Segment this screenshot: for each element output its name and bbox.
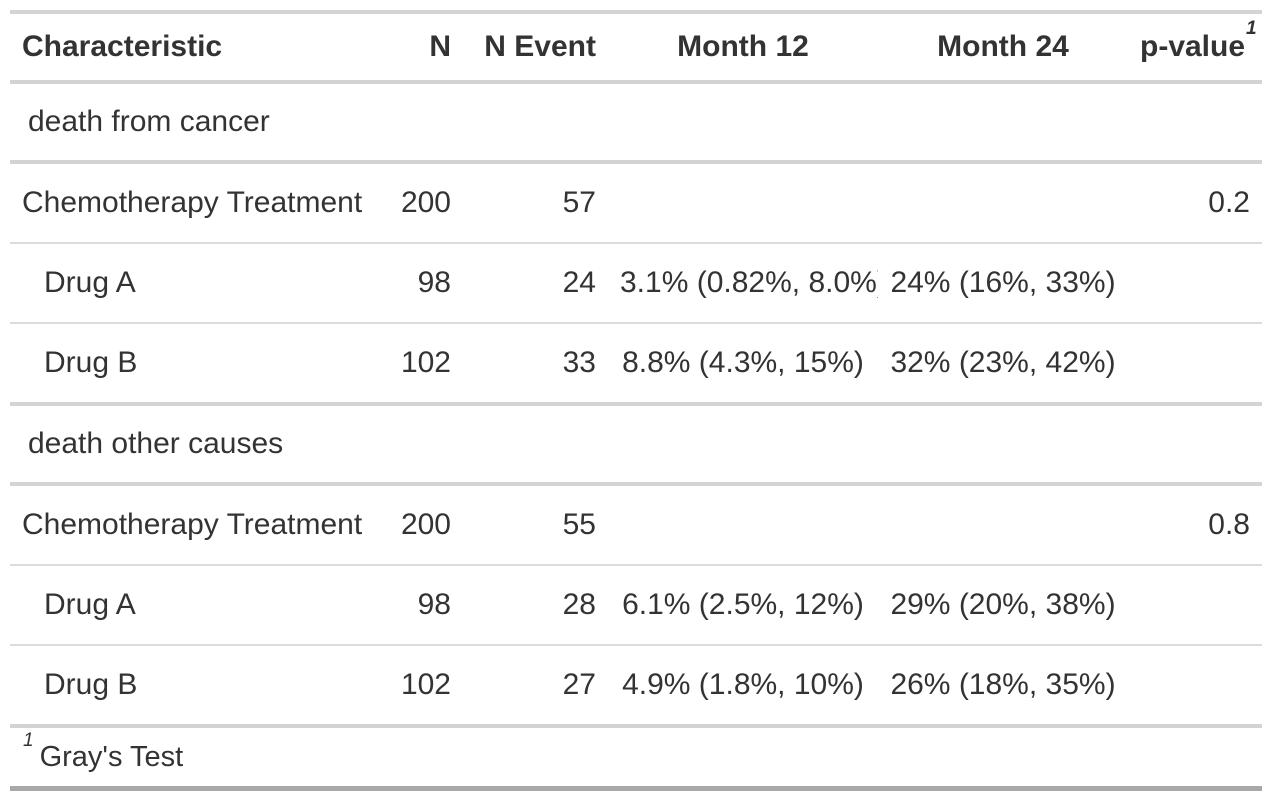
footnote-mark: 1 <box>1246 18 1257 39</box>
cell-month-12: 8.8% (4.3%, 15%) <box>622 346 864 379</box>
footnote-row: 1Gray's Test <box>10 726 1262 789</box>
table-body: death from cancer Chemotherapy Treatment… <box>10 82 1262 726</box>
column-header-p-value: p-value1 <box>1128 12 1262 82</box>
cell-p-value <box>1128 645 1262 726</box>
cell-n-event: 24 <box>562 266 596 299</box>
cell-n: 102 <box>400 346 451 379</box>
table-row: Drug A 98 28 6.1% (2.5%, 12%) 29% (20%, … <box>10 565 1262 645</box>
cell-n-event: 57 <box>562 186 596 219</box>
footnote: 1Gray's Test <box>10 726 1262 789</box>
column-header-n-event: N Event <box>484 30 596 63</box>
footnote-text: Gray's Test <box>39 741 184 773</box>
row-label: Chemotherapy Treatment <box>22 508 363 541</box>
group-row-death-from-cancer: death from cancer <box>10 82 1262 162</box>
cell-n-event: 55 <box>562 508 596 541</box>
table-row: Drug A 98 24 3.1% (0.82%, 8.0%) 24% (16%… <box>10 243 1262 323</box>
cell-month-24 <box>878 162 1128 243</box>
group-label: death from cancer <box>28 105 270 138</box>
column-header-month-12: Month 12 <box>677 30 809 63</box>
footnote-mark: 1 <box>23 730 34 752</box>
table-row: Chemotherapy Treatment 200 55 0.8 <box>10 484 1262 565</box>
cell-month-12 <box>608 162 878 243</box>
table-row: Chemotherapy Treatment 200 57 0.2 <box>10 162 1262 243</box>
table-row: Drug B 102 27 4.9% (1.8%, 10%) 26% (18%,… <box>10 645 1262 726</box>
row-label: Drug A <box>44 266 136 299</box>
cell-n-event: 28 <box>562 588 596 621</box>
header-row: Characteristic N N Event Month 12 Month … <box>10 12 1262 82</box>
column-header-characteristic: Characteristic <box>22 30 223 63</box>
cell-month-24: 32% (23%, 42%) <box>890 346 1116 379</box>
table-header: Characteristic N N Event Month 12 Month … <box>10 12 1262 82</box>
cell-month-12 <box>608 484 878 565</box>
cell-p-value: 0.8 <box>1208 508 1250 541</box>
cell-p-value <box>1128 565 1262 645</box>
cell-n-event: 33 <box>562 346 596 379</box>
cell-month-12: 6.1% (2.5%, 12%) <box>622 588 864 621</box>
row-label: Drug B <box>44 668 138 701</box>
cell-n: 200 <box>400 186 451 219</box>
cell-month-12: 3.1% (0.82%, 8.0%) <box>620 266 878 299</box>
column-header-month-24: Month 24 <box>937 30 1069 63</box>
row-label: Drug A <box>44 588 136 621</box>
table-footer: 1Gray's Test <box>10 726 1262 789</box>
cell-n: 98 <box>417 266 451 299</box>
cell-month-24 <box>878 484 1128 565</box>
cell-n: 102 <box>400 668 451 701</box>
cell-month-12: 4.9% (1.8%, 10%) <box>622 668 864 701</box>
cell-month-24: 26% (18%, 35%) <box>890 668 1116 701</box>
p-value-label: p-value <box>1140 30 1246 63</box>
cell-n: 200 <box>400 508 451 541</box>
cell-month-24: 24% (16%, 33%) <box>890 266 1116 299</box>
cell-p-value <box>1128 323 1262 404</box>
survival-summary-table: Characteristic N N Event Month 12 Month … <box>10 10 1262 791</box>
cell-n-event: 27 <box>562 668 596 701</box>
group-label: death other causes <box>28 427 284 460</box>
cell-p-value: 0.2 <box>1208 186 1250 219</box>
row-label: Chemotherapy Treatment <box>22 186 363 219</box>
cell-n: 98 <box>417 588 451 621</box>
column-header-n: N <box>429 30 451 63</box>
table-row: Drug B 102 33 8.8% (4.3%, 15%) 32% (23%,… <box>10 323 1262 404</box>
cell-p-value <box>1128 243 1262 323</box>
row-label: Drug B <box>44 346 138 379</box>
cell-month-24: 29% (20%, 38%) <box>890 588 1116 621</box>
group-row-death-other-causes: death other causes <box>10 404 1262 484</box>
